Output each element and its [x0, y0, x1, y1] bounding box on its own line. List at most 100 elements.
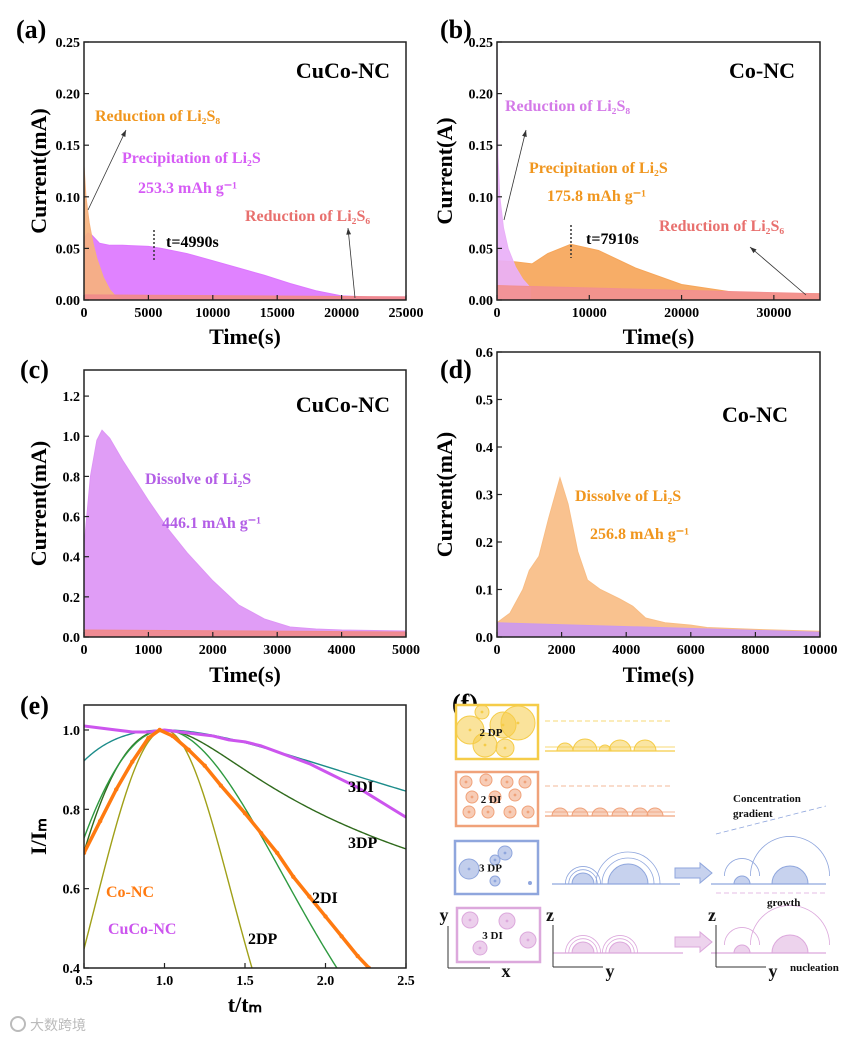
diffusion-zone [750, 836, 830, 877]
y-tick-label: 0.4 [63, 962, 81, 977]
panel-label: (c) [20, 355, 49, 384]
plot-frame [83, 369, 407, 638]
arrow-head-icon [346, 228, 352, 235]
nucleus-center [468, 728, 472, 732]
nucleus-center [478, 946, 482, 950]
annotation-label: Reduction of Li₂S₈ [505, 98, 630, 115]
annotation-label: t=4990s [166, 234, 219, 251]
x-tick-label: 10000 [195, 306, 230, 321]
growth-label: growth [767, 897, 800, 909]
nucleus-center [526, 810, 530, 814]
series-baseline-area [497, 622, 820, 637]
x-tick-label: 2000 [199, 643, 227, 658]
nucleus-center [493, 879, 497, 883]
series-dissolve-of-li2s-area [497, 476, 820, 637]
x-tick-label: 6000 [677, 643, 705, 658]
y-axis-label: Current(A) [432, 117, 457, 224]
annotation-label: 2DP [248, 931, 278, 948]
y-tick-label: 0.4 [476, 441, 494, 456]
y-tick-label: 0.6 [63, 883, 81, 898]
plot-area [84, 724, 406, 968]
x-tick-label: 1000 [134, 643, 162, 658]
x-axis-label: Time(s) [623, 662, 695, 687]
plot-area [497, 476, 820, 637]
x-tick-label: 1.0 [156, 974, 174, 989]
x-axis-label: Time(s) [209, 324, 281, 349]
nucleus-center [486, 810, 490, 814]
x-tick-label: 1.5 [236, 974, 254, 989]
crystal-dome [572, 738, 598, 752]
x-tick-label: 4000 [328, 643, 356, 658]
y-tick-label: 0.05 [56, 242, 81, 257]
annotation-label: Precipitation of Li₂S [529, 160, 668, 177]
y-tick-label: 0.0 [476, 631, 494, 646]
y-tick-label: 1.0 [63, 724, 81, 739]
sample-title: CuCo-NC [296, 392, 390, 417]
x-tick-label: 0 [494, 643, 501, 658]
annotation-label: Dissolve of Li₂S [575, 488, 681, 505]
series-reduction-of-li2s6-area [84, 294, 406, 300]
diffusion-zone [565, 935, 601, 954]
panel-label: (e) [20, 691, 49, 720]
y-tick-label: 0.00 [469, 294, 494, 309]
diffusion-zone [595, 851, 661, 885]
panel-label: (d) [440, 355, 472, 384]
y-axis-label: Current(mA) [26, 108, 51, 233]
annotation-label: 253.3 mAh g⁻¹ [138, 180, 237, 197]
diffusion-zone [750, 905, 830, 946]
diffusion-zone [601, 857, 655, 885]
co-nc-data-point [218, 783, 224, 788]
panel-a: 0 5000 10000 15000 20000 25000 0.00 0.05 0.10 0.1… [16, 15, 424, 349]
co-nc-data-point [307, 894, 312, 899]
annotation-label: 3DI [348, 779, 374, 796]
nucleus-center [493, 858, 497, 862]
x-tick-label: 0.5 [75, 974, 93, 989]
annotation-label: Co-NC [106, 884, 154, 901]
co-nc-data-point [242, 811, 248, 816]
diffusion-zone [602, 935, 638, 954]
series-precipitation-of-li2s-area [84, 232, 406, 300]
nucleus-center [528, 881, 532, 885]
diffusion-zone [568, 938, 598, 954]
nucleus-center [516, 721, 520, 725]
co-nc-data-point [114, 787, 119, 792]
nucleus-center [503, 851, 507, 855]
co-nc-data-point [275, 850, 280, 856]
sample-title: CuCo-NC [296, 58, 390, 83]
y-tick-label: 0.15 [56, 139, 81, 154]
x-tick-label: 5000 [392, 643, 420, 658]
y-tick-label: 0.25 [469, 36, 494, 51]
y-tick-label: 0.0 [63, 631, 81, 646]
x-tick-label: 2000 [548, 643, 576, 658]
x-tick-label: 10000 [803, 643, 838, 658]
annotation-label: Reduction of Li₂S₆ [245, 208, 370, 225]
y-axis-label: Current(mA) [26, 441, 51, 566]
crystal-dome [571, 872, 595, 885]
annotation-label: 3DP [348, 835, 378, 852]
crystal-box-2dp: 2 DP [454, 703, 675, 761]
watermark-text: 大数跨境 [30, 1018, 86, 1034]
box-label: 3 DI [482, 930, 502, 942]
y-axis-label: I/Iₘ [26, 818, 51, 855]
series-2di-line [84, 729, 338, 968]
x-tick-label: 20000 [664, 306, 699, 321]
series-baseline-area [84, 629, 406, 637]
diffusion-zone [724, 927, 760, 946]
y-tick-label: 0.4 [63, 551, 81, 566]
crystal-box-2di: 2 DI [454, 770, 675, 828]
crystal-box-3di: 3 DI [455, 892, 830, 964]
y-tick-label: 0.05 [469, 242, 494, 257]
series-reduction-of-li2s6-area [497, 285, 820, 300]
panel-label: (a) [16, 15, 46, 44]
annotation-label: t=7910s [586, 231, 639, 248]
co-nc-data-point [339, 934, 344, 939]
y-tick-label: 0.1 [476, 584, 494, 599]
annotation-label: CuCo-NC [108, 921, 176, 938]
arrow-head-icon [121, 130, 126, 137]
nucleus-center [513, 793, 517, 797]
series-3di-line [84, 729, 406, 853]
annotation-label: 2DI [312, 890, 338, 907]
crystal-dome [633, 739, 657, 752]
y-tick-label: 0.6 [63, 511, 81, 526]
nucleus-center [526, 938, 530, 942]
